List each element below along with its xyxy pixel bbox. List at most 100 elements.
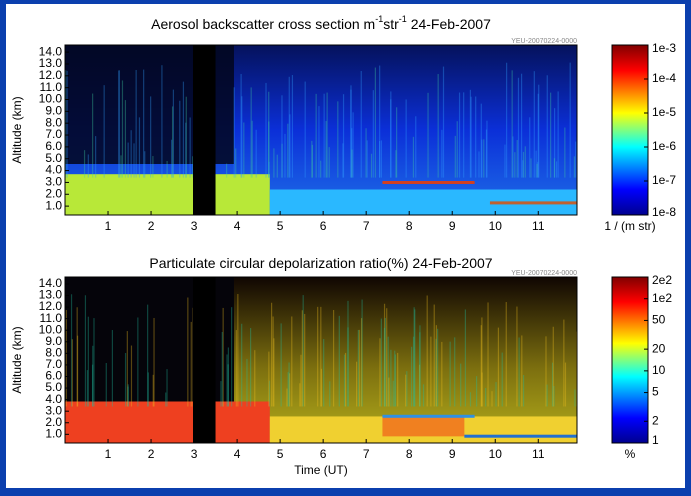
title-superscript: -1	[375, 14, 383, 24]
texture-streak	[357, 330, 359, 407]
texture-streak	[344, 352, 347, 407]
texture-streak	[268, 121, 270, 178]
texture-streak	[302, 295, 304, 407]
texture-streak	[92, 345, 94, 407]
texture-streak	[166, 160, 168, 178]
x-tick-label: 9	[449, 219, 456, 233]
texture-streak	[406, 371, 408, 407]
texture-streak	[235, 330, 237, 407]
texture-streak	[103, 85, 105, 178]
texture-streak	[87, 316, 89, 407]
texture-streak	[251, 120, 253, 178]
texture-streak	[133, 143, 135, 178]
texture-streak	[516, 306, 518, 407]
title-text: 24-Feb-2007	[407, 16, 491, 32]
texture-streak	[512, 136, 514, 178]
texture-streak	[161, 65, 163, 178]
texture-streak	[147, 372, 149, 407]
texture-streak	[241, 323, 243, 407]
texture-streak	[351, 128, 353, 178]
texture-streak	[524, 146, 526, 178]
texture-streak	[150, 96, 152, 178]
texture-streak	[553, 108, 556, 178]
x-tick-label: 9	[449, 447, 456, 461]
texture-streak	[433, 304, 435, 407]
x-tick-label: 5	[277, 447, 284, 461]
texture-streak	[291, 75, 294, 178]
texture-streak	[152, 374, 154, 407]
y-axis-label: Altitude (km)	[10, 326, 24, 393]
texture-streak	[65, 70, 67, 178]
y-tick-label: 6.0	[45, 369, 62, 383]
texture-streak	[71, 339, 73, 407]
texture-streak	[537, 93, 539, 178]
y-tick-label: 10.0	[39, 322, 63, 336]
texture-streak	[504, 144, 506, 178]
y-tick-label: 2.0	[45, 186, 62, 200]
y-tick-label: 12.0	[39, 68, 63, 82]
texture-streak	[318, 106, 320, 178]
texture-streak	[441, 341, 443, 407]
texture-streak	[546, 75, 548, 178]
texture-streak	[342, 94, 345, 178]
texture-streak	[317, 306, 319, 407]
cloud-line	[382, 414, 475, 418]
colorbar-tick-label: 1e-5	[652, 105, 676, 119]
x-tick-label: 3	[191, 219, 198, 233]
texture-streak	[350, 89, 352, 178]
texture-streak	[289, 114, 291, 178]
texture-streak	[93, 318, 95, 407]
data-gap	[193, 45, 216, 215]
x-tick-label: 6	[320, 219, 327, 233]
texture-streak	[287, 123, 289, 178]
x-tick-label: 6	[320, 447, 327, 461]
texture-streak	[187, 297, 189, 407]
texture-streak	[137, 317, 139, 407]
texture-streak	[574, 389, 576, 407]
texture-streak	[65, 309, 68, 407]
texture-streak	[220, 381, 222, 407]
texture-streak	[225, 163, 228, 178]
texture-streak	[386, 308, 388, 407]
texture-streak	[226, 354, 228, 407]
texture-streak	[270, 302, 273, 407]
texture-streak	[365, 128, 367, 178]
colorbar-tick-label: 1e-4	[652, 71, 676, 85]
texture-streak	[469, 392, 472, 407]
texture-streak	[328, 147, 330, 178]
texture-streak	[553, 158, 556, 178]
texture-streak	[370, 153, 373, 178]
colorbar-tick-label: 1e-7	[652, 173, 676, 187]
texture-streak	[422, 384, 425, 407]
texture-streak	[144, 151, 146, 178]
texture-streak	[138, 117, 141, 178]
texture-streak	[281, 95, 283, 178]
texture-streak	[268, 351, 270, 407]
texture-streak	[127, 142, 129, 178]
y-tick-label: 11.0	[40, 80, 63, 94]
texture-streak	[153, 317, 155, 407]
texture-streak	[530, 158, 532, 178]
texture-streak	[395, 150, 397, 178]
plot-frame	[64, 44, 578, 216]
y-tick-label: 4.0	[45, 392, 62, 406]
texture-streak	[276, 154, 278, 178]
x-tick-label: 8	[406, 219, 413, 233]
texture-streak	[397, 352, 399, 407]
texture-streak	[486, 120, 488, 178]
title-text: str	[383, 16, 399, 32]
texture-streak	[288, 76, 290, 178]
texture-streak	[426, 295, 428, 407]
texture-streak	[325, 121, 327, 178]
texture-streak	[233, 87, 235, 178]
texture-streak	[383, 303, 386, 407]
texture-streak	[105, 362, 107, 407]
texture-streak	[337, 101, 339, 178]
texture-streak	[76, 307, 78, 407]
texture-streak	[390, 91, 392, 178]
texture-streak	[111, 330, 114, 407]
texture-streak	[273, 338, 275, 407]
texture-streak	[506, 62, 508, 178]
texture-streak	[118, 70, 120, 178]
texture-streak	[281, 143, 283, 178]
